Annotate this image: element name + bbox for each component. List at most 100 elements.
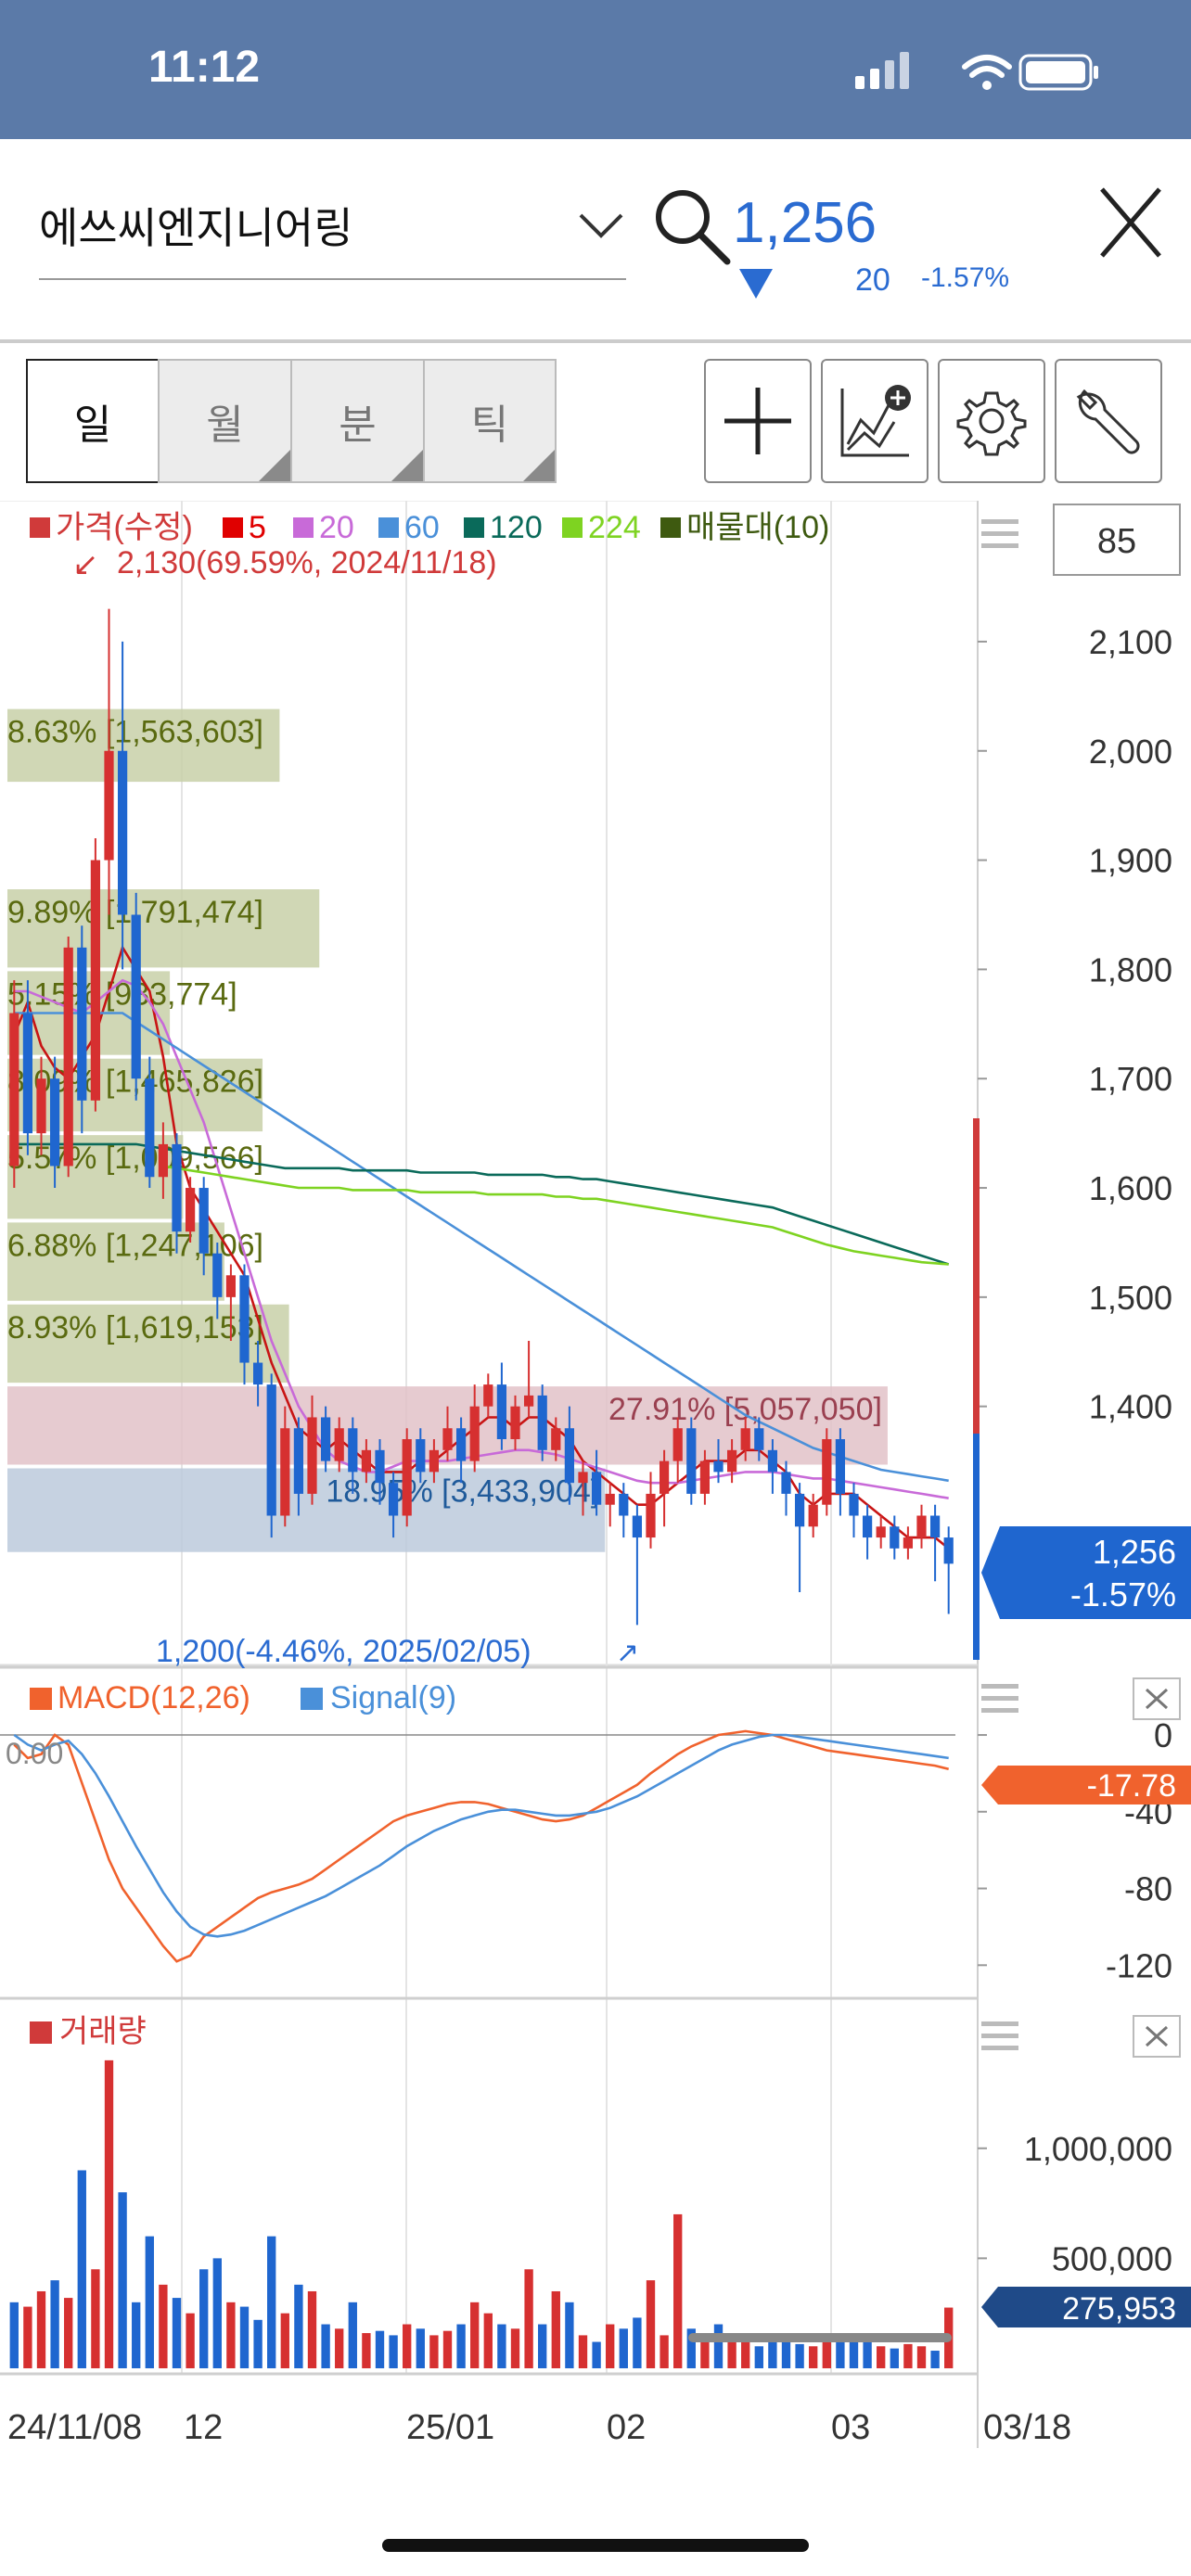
stock-name-underline	[39, 278, 626, 280]
close-icon[interactable]	[1098, 185, 1163, 260]
down-triangle-icon	[739, 269, 773, 299]
gear-icon	[956, 391, 1027, 456]
candle-body	[49, 1078, 60, 1167]
candle-body	[537, 1395, 547, 1450]
candle-body	[198, 1188, 209, 1254]
candle-body	[591, 1472, 602, 1505]
tools-button[interactable]	[1055, 359, 1162, 483]
crosshair-icon	[724, 388, 791, 454]
volume-bar	[186, 2313, 195, 2368]
price-change-pct: -1.57%	[921, 262, 1010, 293]
search-icon[interactable]	[649, 185, 733, 269]
current-price-tag: 1,256 -1.57%	[981, 1526, 1191, 1619]
period-value: 85	[1097, 522, 1136, 561]
volume-bar	[362, 2333, 371, 2368]
volume-bar	[267, 2236, 276, 2368]
add-indicator-button[interactable]	[821, 359, 928, 483]
volume-bar	[145, 2236, 154, 2368]
tab-label: 틱	[470, 402, 509, 448]
chevron-down-icon[interactable]	[575, 206, 627, 243]
volume-current-tag: 275,953	[981, 2287, 1191, 2327]
tab-minute[interactable]: 분	[290, 359, 425, 483]
stock-chart[interactable]: 8.63% [1,563,603]9.89% [1,791,474]5.15% …	[0, 501, 1191, 2494]
tab-monthly[interactable]: 월	[158, 359, 292, 483]
volume-bar	[104, 2060, 114, 2368]
candle-body	[158, 1143, 169, 1178]
period-input[interactable]: 85	[1053, 504, 1181, 576]
price-tick-label: 1,800	[1089, 950, 1172, 988]
crosshair-button[interactable]	[704, 359, 812, 483]
candle-body	[822, 1439, 832, 1505]
candle-body	[293, 1428, 304, 1494]
candle-body	[551, 1428, 561, 1450]
volume-bar	[335, 2328, 344, 2368]
header	[0, 139, 1191, 341]
header-divider	[0, 339, 1191, 343]
volume-bar	[429, 2335, 439, 2368]
volume-tick-label: 500,000	[1052, 2239, 1172, 2277]
price-tick-label: 2,000	[1089, 733, 1172, 771]
candle-body	[740, 1428, 750, 1450]
volume-bar	[565, 2302, 574, 2368]
volume-bar	[863, 2341, 872, 2368]
candle-body	[632, 1515, 643, 1538]
legend-label: 224	[588, 510, 641, 545]
candle-body	[619, 1493, 629, 1516]
volume-bar	[172, 2298, 182, 2368]
x-tick-label: 02	[607, 2408, 646, 2447]
candle-body	[36, 1078, 46, 1134]
tab-corner-marker	[259, 450, 290, 481]
candle-body	[726, 1449, 737, 1473]
stock-name[interactable]: 에쓰씨엔지니어링	[39, 204, 353, 252]
volume-bar	[686, 2328, 696, 2368]
menu-icon[interactable]	[981, 519, 1018, 548]
tab-label: 월	[206, 402, 244, 448]
tab-daily[interactable]: 일	[26, 359, 160, 483]
candles	[9, 608, 954, 1626]
candle-body	[876, 1526, 886, 1538]
candle-body	[767, 1449, 778, 1473]
candle-body	[416, 1439, 426, 1473]
price-legend[interactable]: 가격(수정) 5 20 60 120 224 매물대(10)	[30, 510, 829, 545]
macd-line-signal	[13, 1733, 949, 1938]
candle-body	[307, 1417, 317, 1494]
macd-line-macd	[13, 1729, 950, 1963]
tab-tick[interactable]: 틱	[423, 359, 557, 483]
battery-icon	[1018, 54, 1098, 91]
volume-profile-bar	[7, 1468, 606, 1552]
macd-close-icon[interactable]	[1133, 1677, 1181, 1720]
x-axis: 24/11/08 12 25/01 02 03 03/18	[7, 2408, 1071, 2447]
volume-tick-label: 1,000,000	[1024, 2130, 1172, 2168]
macd-legend: MACD(12,26) Signal(9)	[30, 1680, 456, 1715]
volume-bar	[456, 2324, 466, 2368]
volume-profile-label: 5.15% [933,774]	[7, 976, 237, 1012]
status-time: 11:12	[148, 43, 261, 92]
chart-scrollbar[interactable]	[688, 2333, 952, 2342]
high-label: 2,130(69.59%, 2024/11/18)	[117, 545, 497, 580]
home-indicator	[382, 2539, 809, 2552]
low-label: 1,200(-4.46%, 2025/02/05)	[156, 1634, 531, 1669]
settings-button[interactable]	[938, 359, 1045, 483]
volume-menu-icon[interactable]	[981, 2021, 1018, 2050]
volume-bar	[50, 2280, 59, 2368]
signal-legend-label: Signal(9)	[330, 1680, 456, 1715]
volume-bar	[403, 2324, 412, 2368]
volume-bar	[321, 2324, 330, 2368]
volume-bar	[877, 2346, 886, 2368]
price-axis: 2,100 2,000 1,900 1,800 1,700 1,600 1,500 1,400	[978, 623, 1172, 1426]
candle-body	[334, 1428, 344, 1461]
volume-close-icon[interactable]	[1133, 2015, 1181, 2058]
volume-bar	[64, 2298, 73, 2368]
volume-profile-label: 8.63% [1,563,603]	[7, 715, 263, 750]
price-change: 20	[855, 262, 890, 298]
ma-line-224	[162, 1165, 949, 1266]
volume-bar	[903, 2343, 913, 2368]
candle-body	[375, 1449, 385, 1484]
candle-body	[916, 1515, 927, 1538]
macd-menu-icon[interactable]	[981, 1684, 1018, 1713]
candle-body	[686, 1428, 697, 1494]
candle-body	[280, 1428, 290, 1516]
volume-bar	[809, 2346, 818, 2368]
volume-bar	[822, 2340, 831, 2368]
candle-body	[849, 1493, 859, 1516]
